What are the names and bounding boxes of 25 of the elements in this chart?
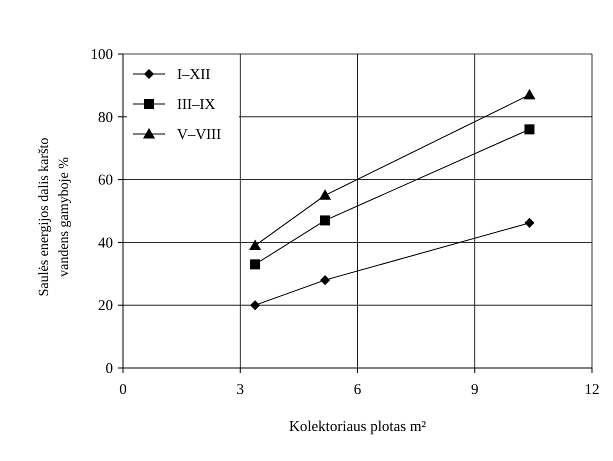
point — [250, 259, 260, 270]
point — [320, 215, 330, 226]
x-tick-label: 3 — [236, 382, 244, 398]
point — [319, 189, 332, 200]
x-tick-label: 0 — [119, 382, 127, 398]
point — [249, 240, 262, 250]
x-axis-title: Kolektoriaus plotas m² — [289, 419, 426, 435]
point — [524, 124, 534, 134]
legend-label: I–XII — [177, 67, 210, 83]
y-tick-label: 20 — [98, 298, 113, 314]
point — [523, 88, 536, 100]
x-tick-label: 12 — [584, 382, 600, 398]
point — [250, 300, 260, 310]
y-tick-label: 0 — [106, 361, 113, 377]
y-tick-label: 80 — [98, 110, 113, 126]
point — [320, 275, 330, 286]
legend-label: III–IX — [177, 97, 216, 113]
x-tick-label: 6 — [354, 382, 362, 398]
point — [524, 218, 534, 228]
legend-label: V–VIII — [177, 127, 222, 143]
y-axis-title: Saulės energijos dalis karšto vandens gamyboje % — [37, 138, 72, 296]
y-tick-label: 40 — [98, 235, 113, 252]
x-tick-label: 9 — [471, 382, 478, 398]
y-tick-label: 60 — [98, 172, 113, 189]
y-tick-label: 100 — [90, 47, 113, 63]
